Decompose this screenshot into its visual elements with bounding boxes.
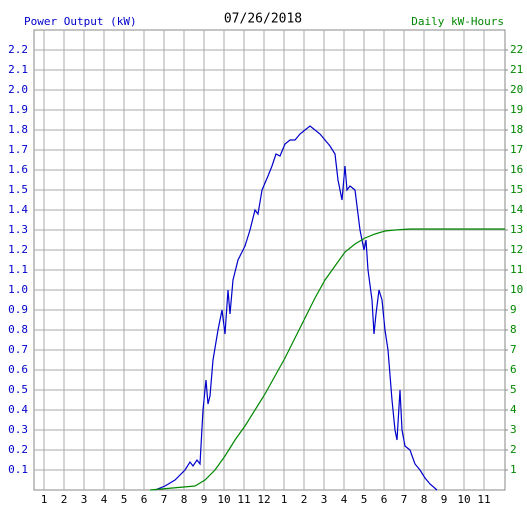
x-tick-label: 10: [217, 493, 230, 506]
y-tick-label: 1.0: [8, 283, 28, 296]
y2-tick-label: 12: [510, 243, 523, 256]
plot-area: [33, 29, 506, 491]
y2-tick-label: 6: [510, 363, 517, 376]
y2-tick-label: 22: [510, 43, 523, 56]
x-tick-label: 7: [161, 493, 168, 506]
x-tick-label: 5: [121, 493, 128, 506]
y-tick-label: 1.8: [8, 123, 28, 136]
y-tick-label: 1.7: [8, 143, 28, 156]
y-tick-label: 2.0: [8, 83, 28, 96]
y-tick-label: 1.1: [8, 263, 28, 276]
y-tick-label: 1.6: [8, 163, 28, 176]
x-tick-label: 11: [237, 493, 250, 506]
y2-tick-label: 15: [510, 183, 523, 196]
x-tick-label: 3: [81, 493, 88, 506]
y2-tick-label: 16: [510, 163, 523, 176]
y-tick-label: 1.9: [8, 103, 28, 116]
y2-tick-label: 21: [510, 63, 523, 76]
y2-axis-title: Daily kW-Hours: [411, 15, 504, 28]
y2-tick-label: 17: [510, 143, 523, 156]
y2-tick-label: 9: [510, 303, 517, 316]
y-tick-label: 2.2: [8, 43, 28, 56]
x-tick-label: 8: [181, 493, 188, 506]
y-tick-label: 0.5: [8, 383, 28, 396]
x-tick-label: 3: [321, 493, 328, 506]
y-tick-label: 0.2: [8, 443, 28, 456]
y2-tick-label: 18: [510, 123, 523, 136]
x-tick-label: 4: [341, 493, 348, 506]
y-tick-label: 0.9: [8, 303, 28, 316]
chart-title: 07/26/2018: [224, 12, 302, 27]
x-tick-label: 5: [361, 493, 368, 506]
x-tick-label: 7: [401, 493, 408, 506]
x-tick-label: 2: [61, 493, 68, 506]
y2-tick-label: 19: [510, 103, 523, 116]
y-tick-label: 0.1: [8, 463, 28, 476]
y-tick-label: 0.7: [8, 343, 28, 356]
y2-tick-label: 4: [510, 403, 517, 416]
y2-tick-label: 5: [510, 383, 517, 396]
y2-tick-label: 8: [510, 323, 517, 336]
x-tick-label: 6: [141, 493, 148, 506]
x-tick-label: 11: [477, 493, 490, 506]
y-tick-label: 2.1: [8, 63, 28, 76]
y2-tick-label: 13: [510, 223, 523, 236]
y-tick-label: 1.4: [8, 203, 28, 216]
y2-tick-label: 7: [510, 343, 517, 356]
y2-tick-label: 1: [510, 463, 517, 476]
x-tick-label: 6: [381, 493, 388, 506]
y2-tick-label: 2: [510, 443, 517, 456]
y-tick-label: 0.3: [8, 423, 28, 436]
x-tick-label: 9: [201, 493, 208, 506]
y2-tick-label: 20: [510, 83, 523, 96]
x-tick-label: 12: [257, 493, 270, 506]
y2-tick-label: 11: [510, 263, 523, 276]
x-tick-label: 10: [457, 493, 470, 506]
x-tick-label: 1: [41, 493, 48, 506]
x-tick-label: 8: [421, 493, 428, 506]
y-tick-label: 1.2: [8, 243, 28, 256]
y2-tick-label: 3: [510, 423, 517, 436]
y-tick-label: 1.5: [8, 183, 28, 196]
x-tick-label: 4: [101, 493, 108, 506]
y2-tick-label: 10: [510, 283, 523, 296]
y-tick-label: 0.6: [8, 363, 28, 376]
x-tick-label: 9: [441, 493, 448, 506]
x-tick-label: 2: [301, 493, 308, 506]
y-axis-title: Power Output (kW): [24, 15, 137, 28]
y2-tick-label: 14: [510, 203, 524, 216]
y-tick-label: 0.8: [8, 323, 28, 336]
series-line: [154, 125, 438, 491]
y-tick-label: 1.3: [8, 223, 28, 236]
series-line: [149, 228, 505, 491]
x-tick-label: 1: [281, 493, 288, 506]
y-tick-label: 0.4: [8, 403, 28, 416]
